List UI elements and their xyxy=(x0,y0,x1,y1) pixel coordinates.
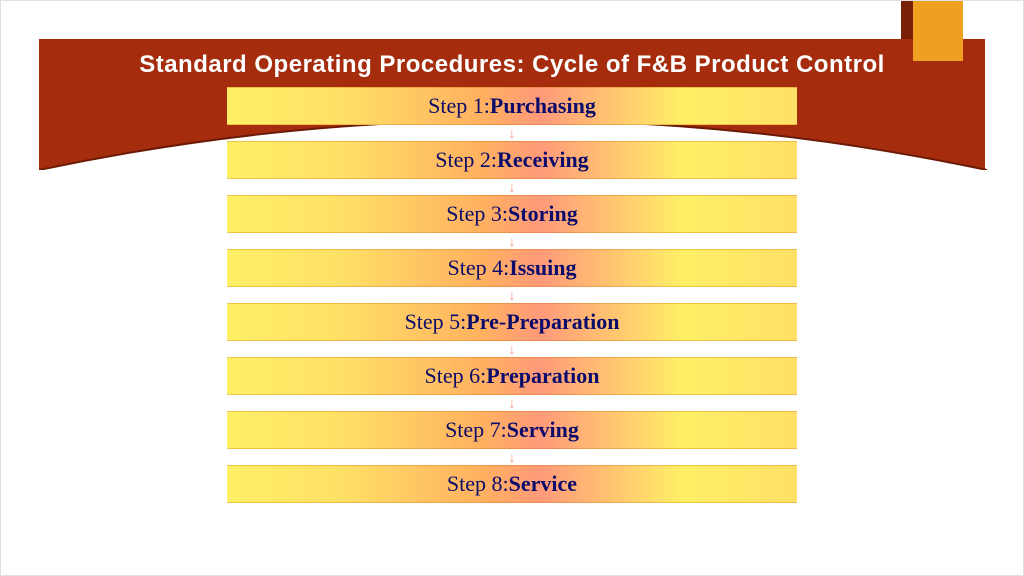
step-name: Pre-Preparation xyxy=(466,309,619,335)
slide: Standard Operating Procedures: Cycle of … xyxy=(0,0,1024,576)
ribbon-shadow xyxy=(901,1,913,39)
arrow-down-icon: ↓ xyxy=(509,179,516,195)
arrow-down-icon: ↓ xyxy=(509,233,516,249)
arrow-down-icon: ↓ xyxy=(509,449,516,465)
step-name: Receiving xyxy=(497,147,589,173)
arrow-down-icon: ↓ xyxy=(509,395,516,411)
step-label: Step 8: xyxy=(447,471,509,497)
step-box: Step 7: Serving xyxy=(227,411,797,449)
step-box: Step 3: Storing xyxy=(227,195,797,233)
step-box: Step 5: Pre-Preparation xyxy=(227,303,797,341)
step-box: Step 4: Issuing xyxy=(227,249,797,287)
arrow-down-icon: ↓ xyxy=(509,287,516,303)
step-name: Service xyxy=(509,471,577,497)
arrow-down-icon: ↓ xyxy=(509,341,516,357)
step-label: Step 7: xyxy=(445,417,507,443)
step-box: Step 2: Receiving xyxy=(227,141,797,179)
step-box: Step 8: Service xyxy=(227,465,797,503)
step-label: Step 6: xyxy=(425,363,487,389)
steps-flow: Step 1: Purchasing↓Step 2: Receiving↓Ste… xyxy=(1,87,1023,503)
step-name: Issuing xyxy=(509,255,576,281)
step-label: Step 5: xyxy=(405,309,467,335)
step-label: Step 1: xyxy=(428,93,490,119)
step-name: Preparation xyxy=(486,363,599,389)
step-box: Step 1: Purchasing xyxy=(227,87,797,125)
page-title: Standard Operating Procedures: Cycle of … xyxy=(1,51,1023,79)
step-name: Serving xyxy=(507,417,579,443)
step-name: Storing xyxy=(508,201,578,227)
step-box: Step 6: Preparation xyxy=(227,357,797,395)
step-label: Step 3: xyxy=(446,201,508,227)
step-label: Step 4: xyxy=(447,255,509,281)
step-label: Step 2: xyxy=(435,147,497,173)
step-name: Purchasing xyxy=(490,93,596,119)
arrow-down-icon: ↓ xyxy=(509,125,516,141)
